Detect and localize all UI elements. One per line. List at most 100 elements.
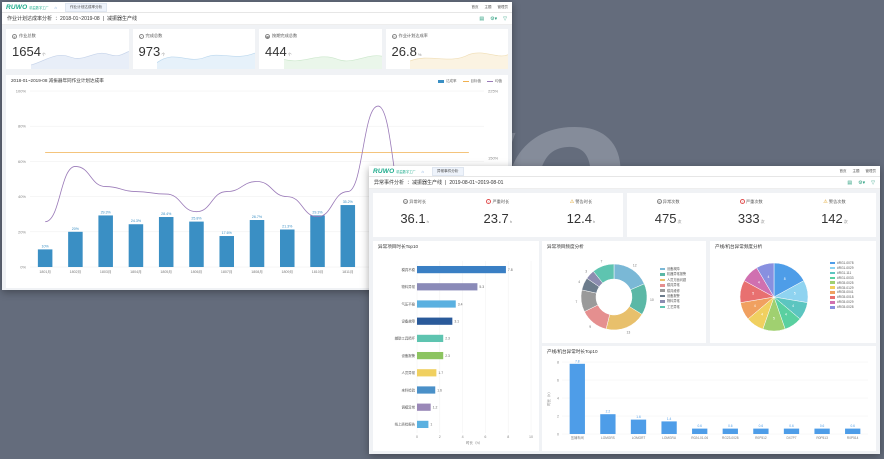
bar-label: 2.2 <box>606 410 611 414</box>
legend-item-rate[interactable]: 达成率 <box>438 79 457 84</box>
legend-item[interactable]: #RG5-0025 <box>830 281 853 286</box>
kpi-row: ≡ 作业总数 1654个 ✓ 完成总数 973个 ▦ 按期完成总数 444个 ▭ 作业计… <box>2 25 512 69</box>
user-menu: 首页 主题 管理员 <box>472 5 509 10</box>
bar-label: 3.1 <box>454 320 459 324</box>
brand-logo[interactable]: RUWO <box>373 167 395 175</box>
slice-label: 5 <box>794 292 796 296</box>
legend-item[interactable]: #RG5-0028 <box>830 305 853 310</box>
export-icon[interactable]: ▤ <box>479 15 485 22</box>
export-icon[interactable]: ▤ <box>847 179 853 186</box>
legend-label: #RG1-0078 <box>837 261 854 265</box>
topbar-item-theme[interactable]: 主题 <box>852 168 860 173</box>
line-frequency-panel: 产线/机台异常频度分析 8 5 4 4 5 4 4 5 4 4 #RG1-0078 #RG1-002… <box>710 241 876 343</box>
legend-item[interactable]: 设备故障 <box>660 267 686 272</box>
warning-icon: ⚠ <box>569 199 575 205</box>
y-tick-label: 来料检验 <box>401 387 415 392</box>
bar <box>417 351 444 360</box>
legend-item[interactable]: #RG1-0029 <box>830 266 853 271</box>
legend-item[interactable]: 人员方面问题 <box>660 278 686 283</box>
y-tick-label: 8 <box>557 360 559 364</box>
workshop-name[interactable]: 减振器生产线 <box>106 16 137 22</box>
kpi-card: ! 严重次数 333次 <box>710 193 793 237</box>
bar-label: 0.6 <box>789 424 794 428</box>
legend-swatch <box>830 261 835 265</box>
kpi-value: 12.4 <box>566 211 592 226</box>
legend-item[interactable]: 工艺异常 <box>660 305 686 310</box>
bar <box>158 217 174 267</box>
legend-label: 均值 <box>495 79 502 83</box>
filter-icon[interactable]: ▽ <box>503 15 507 22</box>
kpi-card: ◷ 异常时长 36.1h <box>373 193 456 237</box>
legend-swatch <box>830 296 835 299</box>
tab-plan-achievement[interactable]: 作业计划达成率分析 <box>64 2 108 12</box>
legend-label: #RG5-0041 <box>837 290 854 295</box>
brand-subtitle: 精益数字工厂 <box>396 169 416 174</box>
legend-item[interactable]: #RG1-111 <box>830 271 853 276</box>
sparkline <box>410 52 508 69</box>
slice-label: 7 <box>600 259 602 263</box>
legend-swatch <box>660 284 665 287</box>
legend-label: 设备故障 <box>667 267 680 271</box>
legend-item[interactable]: 机器异常报警 <box>660 272 686 277</box>
kpi-unit: 次 <box>677 219 682 224</box>
legend-item[interactable]: 模具维修 <box>660 289 686 294</box>
legend-item[interactable]: #RG5-0041 <box>830 290 853 295</box>
pie-slice <box>756 262 775 298</box>
date-range[interactable]: 2019-08-01~2019-08-01 <box>449 179 504 186</box>
y-tick-label: 60% <box>18 159 26 164</box>
kpi-card-total: ≡ 作业总数 1654个 <box>6 29 129 69</box>
y-tick-label: 模具不稳 <box>401 267 415 272</box>
bar <box>37 249 53 267</box>
legend-item[interactable]: #RG1-0078 <box>830 261 853 266</box>
tab-exception-analysis[interactable]: 异常事件分析 <box>431 166 464 176</box>
panel-title: 异常项目频度分析 <box>547 244 584 249</box>
slice-label: 4 <box>767 275 769 279</box>
topbar-item-theme[interactable]: 主题 <box>484 4 492 9</box>
date-range[interactable]: 2018-01~2019-08 <box>60 15 100 22</box>
legend-item[interactable]: 设备报警 <box>660 294 686 299</box>
legend-item[interactable]: #RG5-0129 <box>830 286 853 291</box>
kpi-value: 142 <box>821 211 843 226</box>
line-duration-panel: 产线/机台异常时长Top10 0 2 4 6 8 时长（h） 7.8 压铸车间 2.2 LOMGR… <box>542 346 876 451</box>
topbar-item-admin[interactable]: 管理员 <box>865 168 877 173</box>
legend-label: #RG5-0018 <box>837 295 854 300</box>
home-icon[interactable]: ⌂ <box>421 168 424 174</box>
x-tick-label: 1806月 <box>191 269 203 274</box>
legend-item[interactable]: 模具异常 <box>660 283 686 288</box>
kpi-value: 973 <box>138 44 161 59</box>
home-icon[interactable]: ⌂ <box>54 4 57 10</box>
legend-item[interactable]: #RG1-0033 <box>830 276 853 281</box>
bar <box>417 283 478 291</box>
bar <box>219 236 234 267</box>
bar-label: 17.6% <box>222 231 233 235</box>
bar <box>417 334 444 343</box>
sparkline <box>30 51 129 69</box>
settings-icon[interactable]: ⚙▾ <box>490 15 498 22</box>
brand-logo[interactable]: RUWO <box>6 3 28 11</box>
bar-label: 21.3% <box>282 225 293 229</box>
settings-icon[interactable]: ⚙▾ <box>858 179 866 186</box>
workshop-name[interactable]: 减振器生产线 <box>412 180 443 186</box>
bar <box>68 231 83 267</box>
alert-circle-icon: ! <box>486 199 492 204</box>
x-tick-label: 10 <box>529 435 533 439</box>
pie-legend: #RG1-0078 #RG1-0029 #RG1-111 #RG1-0033 #RG5-… <box>830 261 853 310</box>
legend-item[interactable]: 物料异常 <box>660 299 686 304</box>
topbar-item-home[interactable]: 首页 <box>839 168 847 173</box>
legend-label: #RG1-0029 <box>837 265 854 270</box>
legend-item-target[interactable]: 目标值 <box>462 79 481 84</box>
topbar-item-admin[interactable]: 管理员 <box>497 4 509 9</box>
bar <box>722 428 738 434</box>
legend-item-avg[interactable]: 均值 <box>487 79 502 84</box>
count-kpi-group: ◷ 异常次数 475次 ! 严重次数 333次 ⚠ 警告次数 142次 <box>626 193 876 237</box>
panel-title: 异常项目时长Top10 <box>378 244 419 249</box>
topbar-item-home[interactable]: 首页 <box>471 4 479 9</box>
legend-label: 模具异常 <box>667 283 680 288</box>
legend-item[interactable]: #RG5-0018 <box>830 295 853 300</box>
bar-label: 0.6 <box>850 424 855 428</box>
kpi-unit: 次 <box>843 219 848 224</box>
warning-icon: ⚠ <box>823 199 828 205</box>
filter-icon[interactable]: ▽ <box>871 179 875 186</box>
slice-label: 8 <box>784 277 786 281</box>
legend-item[interactable]: #RG5-0029 <box>830 300 853 305</box>
